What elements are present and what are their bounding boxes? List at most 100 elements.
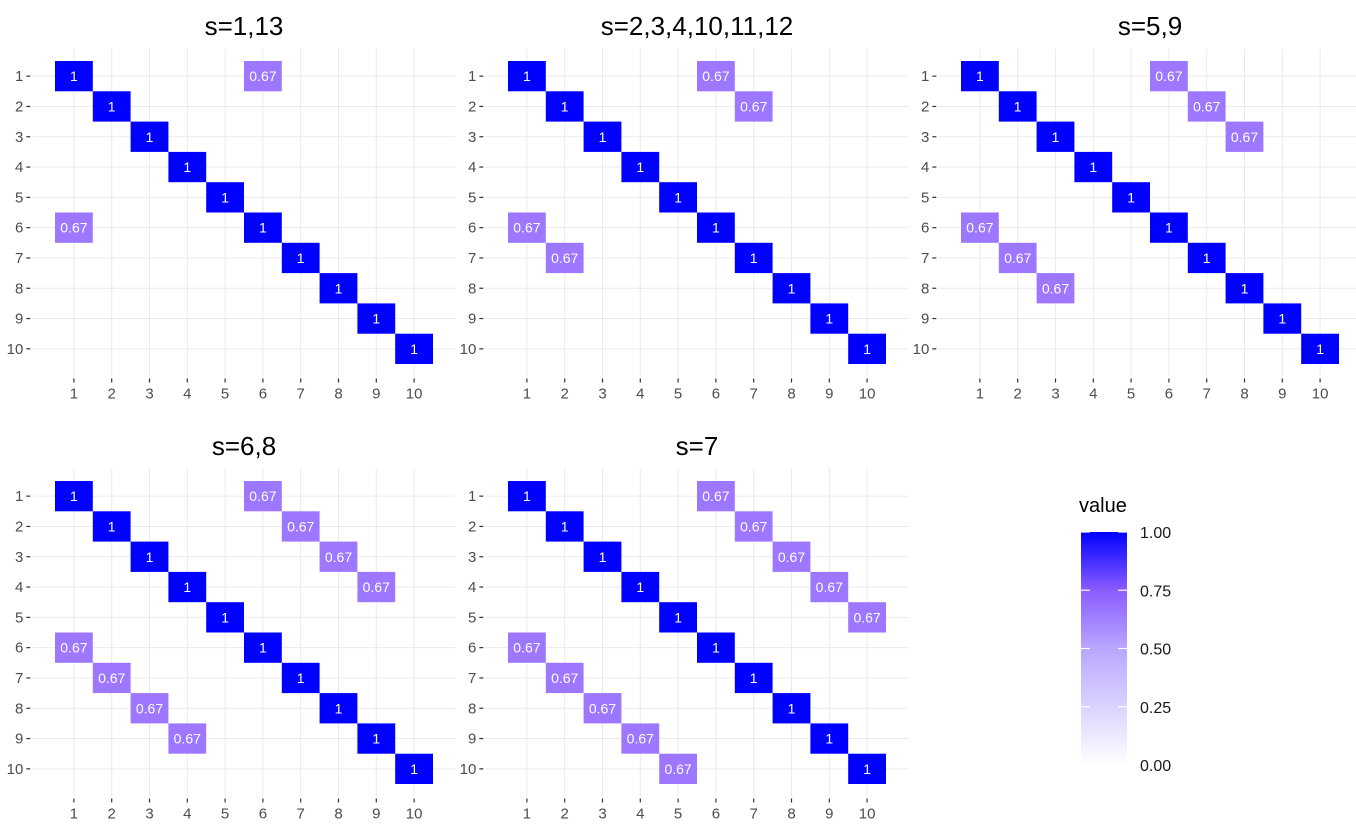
cell-value-label: 1 [1316,341,1324,357]
x-tick-label: 5 [1127,385,1135,402]
cell-value-label: 1 [674,189,682,205]
x-tick-label: 8 [334,805,342,822]
heatmap-cell [697,212,735,243]
y-tick-label: 8 [921,280,929,297]
y-tick-label: 10 [7,761,24,778]
heatmap-cell [1187,242,1226,274]
cell-value-label: 0.67 [60,220,87,236]
x-tick-label: 7 [297,805,305,822]
cell-value-label: 0.67 [1042,280,1069,296]
x-tick-label: 5 [674,385,682,402]
y-tick-label: 6 [468,220,476,237]
legend-tick-label: 0.75 [1140,583,1171,600]
cell-value-label: 1 [372,731,380,747]
y-tick-label: 7 [15,670,23,687]
y-tick-label: 6 [468,640,476,657]
heatmap-cell [357,723,396,754]
y-tick-label: 1 [468,68,476,85]
y-tick-label: 4 [15,579,23,596]
x-tick-label: 4 [636,805,644,822]
legend-tick-label: 1.00 [1140,525,1171,542]
y-tick-label: 8 [468,700,476,717]
x-tick-label: 8 [1240,385,1248,402]
heatmap-cell [130,693,169,724]
y-tick-label: 6 [15,220,23,237]
x-tick-label: 9 [372,385,380,402]
cell-value-label: 1 [1278,311,1286,327]
heatmap-cell [168,571,207,603]
x-tick-label: 3 [598,805,606,822]
cell-value-label: 1 [712,640,720,656]
cell-value-label: 1 [1089,159,1097,175]
heatmap-cell [659,602,697,633]
cell-value-label: 0.67 [60,640,87,656]
y-tick-label: 7 [468,670,476,687]
panel-grid [32,48,456,377]
heatmap-cell [55,481,93,512]
y-tick-label: 5 [921,189,929,206]
heatmap-cell [92,511,131,542]
heatmap-cell [319,541,358,572]
cell-value-label: 0.67 [853,609,880,625]
x-tick-label: 8 [787,805,795,822]
y-tick-label: 8 [15,280,23,297]
cell-value-label: 0.67 [249,68,276,84]
cell-value-label: 0.67 [816,579,843,595]
cell-value-label: 1 [259,640,267,656]
cell-value-label: 1 [183,159,191,175]
heatmap-cell [848,753,886,784]
cell-value-label: 1 [1052,129,1060,145]
cell-value-label: 1 [108,518,116,534]
cell-value-label: 0.67 [513,640,540,656]
x-tick-label: 2 [561,805,569,822]
cell-value-label: 1 [146,549,154,565]
x-tick-label: 4 [183,805,191,822]
y-tick-label: 4 [468,159,476,176]
y-tick-label: 3 [468,129,476,146]
heatmap-cell [244,632,282,663]
cell-value-label: 1 [221,189,229,205]
heatmap-cell [697,632,735,663]
cell-value-label: 1 [221,609,229,625]
y-tick-label: 2 [15,98,23,115]
cell-value-label: 0.67 [1004,250,1031,266]
cell-value-label: 1 [523,488,531,504]
cell-value-label: 1 [297,670,305,686]
y-tick-label: 3 [468,549,476,566]
x-tick-label: 4 [1089,385,1097,402]
heatmap-cell [734,511,773,542]
heatmap-cell [1263,303,1302,334]
y-tick-label: 9 [15,731,23,748]
x-tick-label: 5 [221,385,229,402]
heatmap-cell [772,693,811,724]
heatmap-cell [1301,333,1339,364]
heatmap-cell [810,571,849,603]
y-tick-label: 7 [468,250,476,267]
y-tick-label: 10 [7,341,24,358]
heatmap-cell [998,242,1037,274]
cell-value-label: 0.67 [136,700,163,716]
heatmap-cell [621,151,660,183]
panel-title: s=2,3,4,10,11,12 [601,11,794,41]
cell-value-label: 1 [1014,98,1022,114]
heatmap-cell [545,511,584,542]
y-tick-label: 5 [468,609,476,626]
x-tick-label: 1 [976,385,984,402]
y-tick-label: 9 [15,311,23,328]
x-tick-label: 7 [297,385,305,402]
x-tick-label: 8 [787,385,795,402]
cell-value-label: 0.67 [249,488,276,504]
cell-value-label: 1 [863,341,871,357]
cell-value-label: 1 [674,609,682,625]
heatmap-cell [583,693,622,724]
y-tick-label: 6 [15,640,23,657]
cell-value-label: 0.67 [966,220,993,236]
cell-value-label: 0.67 [551,250,578,266]
y-tick-label: 7 [921,250,929,267]
cell-value-label: 1 [410,341,418,357]
cell-value-label: 1 [335,700,343,716]
cell-value-label: 1 [1165,220,1173,236]
y-tick-label: 8 [15,700,23,717]
cell-value-label: 1 [976,68,984,84]
